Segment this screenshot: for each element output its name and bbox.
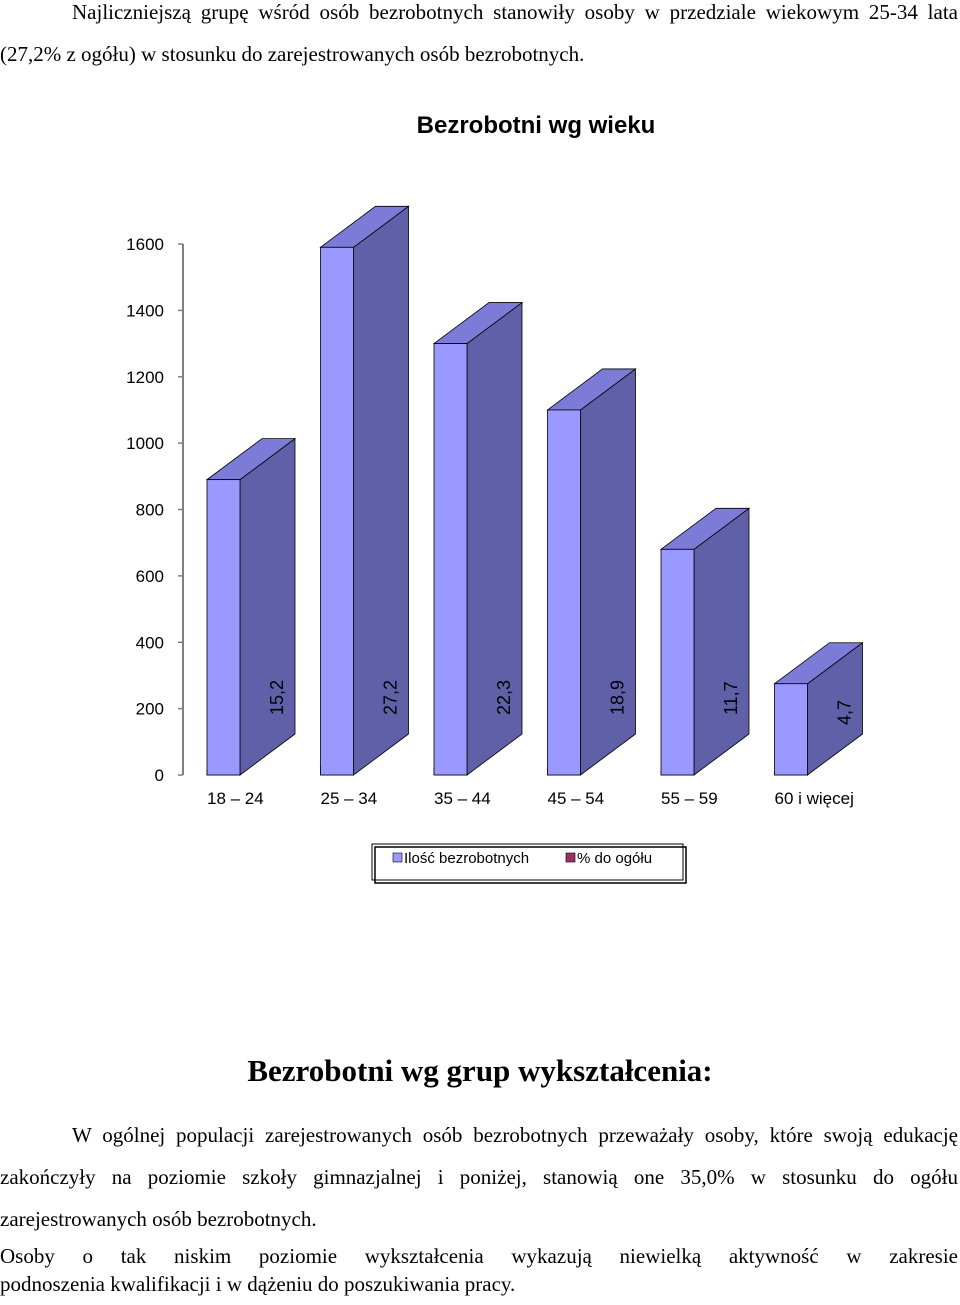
legend-label-count: Ilość bezrobotnych <box>404 850 529 867</box>
x-tick-label-1: 25 – 34 <box>321 789 378 808</box>
legend-label-percent: % do ogółu <box>577 850 652 867</box>
pct-data-label-0: 15,2 <box>267 680 287 715</box>
x-tick-label-3: 45 – 54 <box>548 789 605 808</box>
count-bar-front-0 <box>206 479 241 776</box>
count-bar-front-5 <box>774 683 808 776</box>
y-tick-label-8: 1600 <box>126 235 164 254</box>
age-bar-chart: Bezrobotni wg wieku 0 200 400 600 800 1000 120… <box>126 112 864 884</box>
pct-data-label-1: 27,2 <box>381 680 401 715</box>
count-bar-front-3 <box>547 409 581 776</box>
bars-group: 15,2 27,2 22,3 18,9 11,7 4,7 <box>205 205 864 776</box>
count-bar-side-4 <box>693 507 750 776</box>
x-axis-labels: 18 – 24 25 – 34 35 – 44 45 – 54 55 – 59 60 i … <box>207 789 854 808</box>
x-tick-label-4: 55 – 59 <box>661 789 718 808</box>
legend-swatch-percent <box>565 852 576 863</box>
paragraph-activity-line1: Osoby o tak niskim poziomie wykształceni… <box>0 1244 958 1268</box>
intro-paragraph: Najliczniejszą grupę wśród osób bezrobot… <box>0 0 958 66</box>
count-bar-front-2 <box>433 343 468 776</box>
y-axis: 0 200 400 600 800 1000 1200 1400 1600 <box>126 235 184 785</box>
count-bar-front-1 <box>320 246 354 776</box>
legend-shadow <box>374 846 687 884</box>
y-tick-label-6: 1200 <box>126 368 164 387</box>
x-tick-label-2: 35 – 44 <box>434 789 491 808</box>
legend: Ilość bezrobotnych % do ogółu <box>371 843 687 884</box>
count-bar-front-4 <box>660 548 695 776</box>
legend-swatch-count <box>392 852 403 863</box>
y-tick-label-7: 1400 <box>126 301 164 320</box>
pct-data-label-3: 18,9 <box>608 680 628 715</box>
section-heading: Bezrobotni wg grup wykształcenia: <box>247 1053 713 1088</box>
pct-data-label-4: 11,7 <box>721 681 741 715</box>
y-tick-label-5: 1000 <box>126 434 164 453</box>
pct-data-label-5: 4,7 <box>835 700 855 725</box>
chart-title: Bezrobotni wg wieku <box>417 112 656 139</box>
y-tick-label-1: 200 <box>136 700 164 719</box>
x-tick-label-0: 18 – 24 <box>207 789 264 808</box>
paragraph-activity-line2: podnoszenia kwalifikacji i w dążeniu do … <box>0 1272 516 1296</box>
pct-data-label-2: 22,3 <box>494 680 514 715</box>
y-tick-label-4: 800 <box>136 501 164 520</box>
y-tick-label-3: 600 <box>136 567 164 586</box>
legend-frame <box>371 843 684 881</box>
x-tick-label-5: 60 i więcej <box>775 789 854 808</box>
count-bar-side-0 <box>239 437 296 776</box>
y-tick-label-0: 0 <box>155 766 164 785</box>
paragraph-education: W ogólnej populacji zarejestrowanych osó… <box>0 1123 958 1231</box>
y-tick-label-2: 400 <box>136 633 164 652</box>
